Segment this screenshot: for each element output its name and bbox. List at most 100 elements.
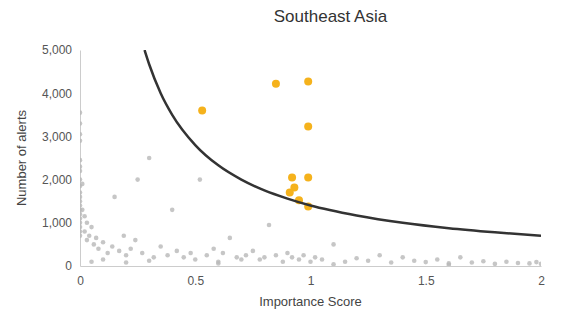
point xyxy=(262,255,267,260)
point xyxy=(80,233,82,238)
point xyxy=(80,216,82,221)
point xyxy=(366,259,371,264)
tick-label: 1,000 xyxy=(42,216,72,230)
point xyxy=(89,225,94,230)
point xyxy=(128,246,133,251)
tick-label: 2 xyxy=(538,274,545,288)
tick-label: 0 xyxy=(77,274,84,288)
point xyxy=(267,223,272,228)
point xyxy=(80,110,82,115)
tick: 2 xyxy=(538,266,545,288)
point xyxy=(290,255,295,260)
tick: 0 xyxy=(65,259,80,273)
point xyxy=(447,262,452,266)
point xyxy=(274,253,279,258)
point xyxy=(80,158,82,163)
point xyxy=(85,238,90,243)
point xyxy=(331,242,336,247)
point xyxy=(527,261,532,266)
point xyxy=(87,233,92,238)
point xyxy=(158,244,163,249)
point xyxy=(481,259,486,264)
point xyxy=(493,262,498,266)
point xyxy=(80,195,82,200)
y-axis-title: Number of alerts xyxy=(14,109,29,206)
point xyxy=(82,214,87,219)
point xyxy=(331,262,336,266)
point xyxy=(117,249,122,254)
point xyxy=(80,229,82,234)
point xyxy=(211,246,216,251)
point xyxy=(80,199,82,204)
point xyxy=(80,132,82,137)
point xyxy=(204,253,209,258)
tick-label: 2,000 xyxy=(42,173,72,187)
line xyxy=(145,50,541,236)
x-axis-title: Importance Score xyxy=(259,294,362,309)
point xyxy=(80,208,85,213)
tick: 3,000 xyxy=(42,130,80,144)
tick: 0 xyxy=(77,266,84,288)
point xyxy=(458,255,463,260)
point xyxy=(89,259,94,264)
point xyxy=(80,221,82,226)
point xyxy=(112,195,117,200)
point xyxy=(101,257,106,262)
point xyxy=(304,78,312,86)
tick: 5,000 xyxy=(42,43,80,57)
point xyxy=(80,177,82,182)
point xyxy=(313,255,318,260)
tick: 1,000 xyxy=(42,216,80,230)
point xyxy=(165,253,170,258)
point xyxy=(181,255,186,260)
point xyxy=(198,106,206,114)
tick: 0.5 xyxy=(187,266,204,288)
point xyxy=(239,257,244,262)
point xyxy=(85,221,90,226)
point xyxy=(389,260,394,265)
point xyxy=(133,238,138,243)
point xyxy=(320,257,325,262)
point xyxy=(124,260,129,265)
point xyxy=(234,255,239,260)
tick: 1 xyxy=(308,266,315,288)
point xyxy=(80,203,82,208)
tick-label: 1 xyxy=(308,274,315,288)
tick-label: 1.5 xyxy=(418,274,435,288)
point xyxy=(288,173,296,181)
point xyxy=(216,261,221,266)
point xyxy=(80,164,82,169)
point xyxy=(170,208,175,213)
point xyxy=(286,189,294,197)
point xyxy=(80,121,82,126)
point xyxy=(121,233,126,238)
point xyxy=(221,251,226,256)
point xyxy=(470,260,475,265)
point xyxy=(400,255,405,260)
point xyxy=(297,257,302,262)
title: Southeast Asia xyxy=(274,7,388,26)
point xyxy=(101,240,106,245)
point xyxy=(94,236,99,241)
y-axis: 0 1,000 2,000 3,000 4,000 5,000 xyxy=(42,43,81,273)
point xyxy=(516,261,521,266)
point xyxy=(135,177,140,182)
point xyxy=(304,122,312,130)
tick-label: 5,000 xyxy=(42,43,72,57)
point xyxy=(251,249,256,254)
point xyxy=(80,138,82,143)
point xyxy=(188,251,193,256)
point xyxy=(228,236,233,241)
point xyxy=(80,212,82,217)
tick: 4,000 xyxy=(42,87,80,101)
axis-line xyxy=(81,266,542,267)
tick-label: 3,000 xyxy=(42,130,72,144)
point xyxy=(82,229,87,234)
point xyxy=(304,173,312,181)
point xyxy=(301,253,306,258)
point xyxy=(343,259,348,264)
tick: 2,000 xyxy=(42,173,80,187)
point xyxy=(539,262,541,266)
point xyxy=(140,251,145,256)
point xyxy=(534,260,539,265)
